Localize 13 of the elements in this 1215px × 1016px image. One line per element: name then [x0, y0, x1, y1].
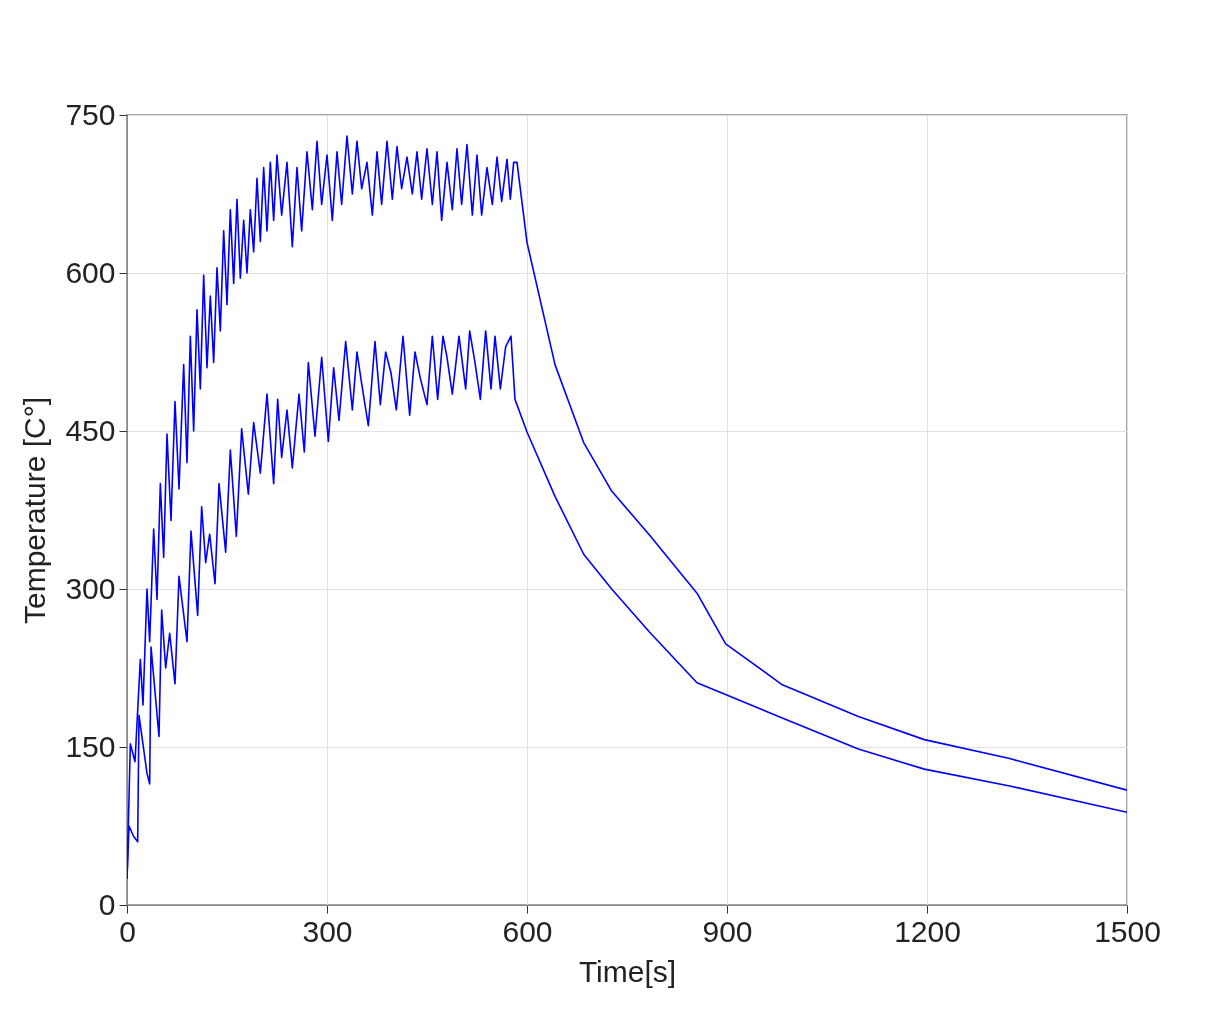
- x-tick-label: 600: [502, 914, 553, 948]
- y-tick-label: 450: [65, 413, 116, 447]
- x-tick-label: 1500: [1094, 914, 1161, 948]
- x-tick-label: 300: [302, 914, 353, 948]
- y-tick-label: 150: [65, 729, 116, 763]
- y-tick-label: 600: [65, 255, 116, 289]
- x-tick-label: 900: [702, 914, 753, 948]
- x-axis-title: Time[s]: [578, 954, 677, 988]
- y-tick-label: 0: [98, 887, 116, 921]
- y-axis-title: Temperature [C°]: [18, 396, 52, 625]
- y-tick-label: 300: [65, 571, 116, 605]
- x-tick-label: 1200: [894, 914, 961, 948]
- y-tick-label: 750: [65, 97, 116, 131]
